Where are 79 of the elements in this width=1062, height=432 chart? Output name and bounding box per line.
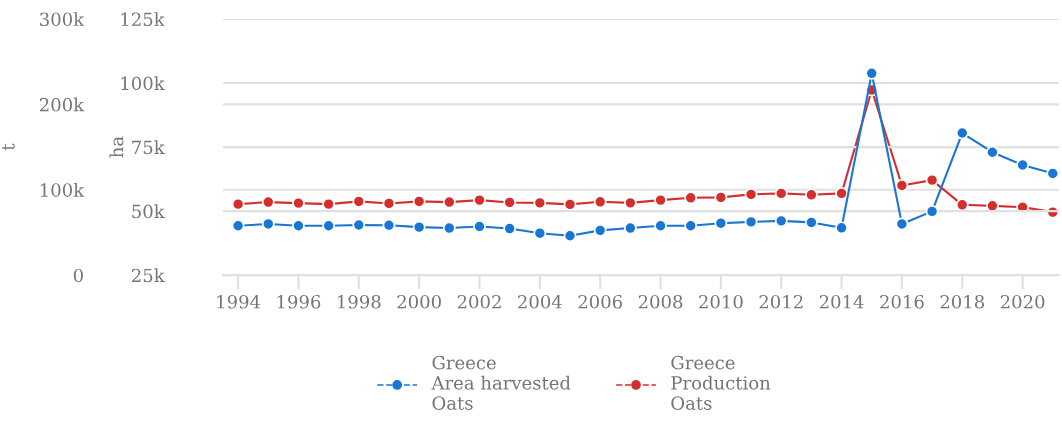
y-tick-label: 100k	[121, 76, 165, 91]
point	[835, 186, 848, 200]
y-tick-label: 25k	[131, 268, 165, 283]
x-tick-label: 2002	[457, 294, 501, 309]
point	[805, 216, 818, 229]
point	[714, 191, 728, 204]
point	[533, 196, 547, 210]
y2-tick-label: 0	[73, 268, 83, 283]
point	[593, 195, 607, 209]
x-tick-label: 2006	[578, 294, 623, 309]
point	[533, 226, 547, 240]
point	[744, 215, 758, 229]
x-tick-label: 2000	[397, 294, 441, 309]
legend-label: Greece Area harvested Oats	[431, 355, 571, 410]
point	[442, 221, 456, 235]
point	[261, 217, 275, 231]
point	[473, 220, 486, 233]
x-tick-label: 2010	[699, 294, 743, 309]
point	[955, 126, 969, 140]
point	[986, 145, 999, 159]
point	[352, 218, 366, 232]
x-tick-label: 1996	[277, 294, 321, 309]
point	[714, 216, 728, 230]
point	[654, 193, 667, 207]
point	[382, 218, 396, 232]
y2-tick-label: 100k	[40, 182, 85, 197]
y-axis-title: ha	[109, 136, 124, 158]
point	[805, 188, 818, 202]
x-tick-label: 1998	[338, 294, 381, 309]
y2-axis-title: t	[2, 143, 15, 151]
point	[382, 197, 396, 210]
y-tick-label: 75k	[132, 140, 165, 155]
point	[744, 188, 758, 201]
point	[895, 179, 909, 192]
point	[1016, 158, 1029, 172]
y-tick-label: 50k	[132, 204, 165, 219]
point	[925, 173, 939, 187]
point	[563, 198, 577, 211]
x-tick-label: 1994	[217, 294, 261, 309]
point	[292, 219, 305, 233]
point	[503, 196, 517, 209]
point	[895, 217, 909, 231]
x-tick-label: 2012	[759, 294, 803, 309]
point	[442, 195, 456, 209]
x-tick-label: 2016	[880, 294, 924, 309]
x-tick-label: 2014	[819, 294, 864, 309]
point	[593, 223, 607, 237]
point	[774, 214, 788, 228]
point	[412, 195, 426, 208]
point	[412, 220, 426, 234]
legend-label: Greece Production Oats	[671, 355, 771, 410]
point	[835, 221, 848, 235]
point	[231, 219, 245, 233]
x-tick-label: 2004	[518, 294, 562, 309]
point	[473, 193, 486, 207]
x-tick-label: 2018	[940, 294, 985, 309]
point	[955, 198, 969, 212]
point	[684, 219, 698, 233]
y2-tick-label: 300k	[40, 12, 85, 27]
point	[231, 197, 245, 211]
point	[925, 205, 939, 218]
x-tick-label: 2008	[638, 294, 683, 309]
point	[654, 219, 667, 233]
point	[352, 195, 366, 208]
point	[503, 222, 517, 235]
y2-tick-label: 200k	[39, 97, 85, 112]
y-tick-label: 125k	[121, 12, 165, 27]
point	[865, 66, 879, 80]
point	[322, 197, 336, 211]
point	[563, 229, 577, 243]
point	[684, 191, 698, 205]
point	[1046, 167, 1059, 180]
x-tick-label: 2020	[1000, 294, 1045, 309]
point	[623, 196, 637, 210]
point	[261, 195, 275, 209]
point	[292, 196, 305, 210]
point	[774, 186, 788, 200]
point	[322, 219, 336, 233]
point	[623, 221, 637, 235]
